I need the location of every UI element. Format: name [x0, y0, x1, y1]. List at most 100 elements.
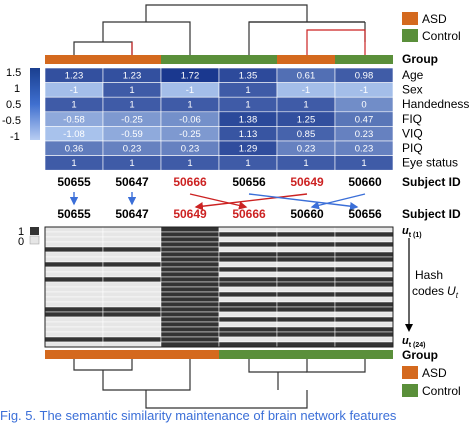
hash-bit [44, 291, 104, 298]
hash-bit [334, 331, 394, 338]
hash-bit [334, 231, 394, 238]
hash-bit [276, 291, 336, 298]
hash-bit [160, 261, 220, 268]
heatmap-value: 0.23 [181, 144, 200, 155]
hash-bit [160, 246, 220, 253]
heatmap-value: -0.25 [121, 114, 143, 125]
hash-bit [160, 236, 220, 243]
hash-bit [44, 326, 104, 333]
subject-id-label-bottom: Subject ID [402, 207, 461, 221]
hash-bit [218, 261, 278, 268]
hash-bit [276, 301, 336, 308]
bottom-legend: ASD Control [402, 366, 461, 398]
hash-bit [276, 281, 336, 288]
hash-bit [218, 326, 278, 333]
hash-bit [102, 276, 162, 283]
heatmap-value: 0.47 [355, 114, 374, 125]
hash-bit [160, 276, 220, 283]
heatmap-value: 1.35 [239, 71, 258, 82]
hash-legend: 1 0 [18, 226, 40, 248]
hash-bit [44, 276, 104, 283]
heatmap-value: 1 [71, 158, 76, 169]
heatmap-row-label: Sex [402, 83, 423, 97]
hash-bit [44, 311, 104, 318]
hash-bit [334, 256, 394, 263]
heatmap-row-label: VIQ [402, 126, 423, 140]
asd-legend-label: ASD [422, 12, 447, 26]
hash-bit [334, 226, 394, 233]
hash-bit [218, 311, 278, 318]
svg-text:ut (24): ut (24) [402, 335, 425, 349]
hash-bit [44, 251, 104, 258]
hash-bit [334, 276, 394, 283]
hash-bit [334, 261, 394, 268]
hash-bit [160, 331, 220, 338]
hash-bit [44, 306, 104, 313]
heatmap-row-label: Age [402, 68, 424, 82]
hash-bit [218, 241, 278, 248]
hash-bit [102, 266, 162, 273]
subject-id: 50655 [57, 207, 91, 221]
hash-bit [44, 281, 104, 288]
hash-bit [218, 336, 278, 343]
hash-bit [44, 241, 104, 248]
colorbar-tick: 1 [14, 83, 20, 95]
heatmap-value: 1.13 [239, 129, 258, 140]
hash-bit [218, 266, 278, 273]
hash-bit [218, 236, 278, 243]
hash-bit [334, 281, 394, 288]
hash-bit [334, 296, 394, 303]
control-legend-label: Control [422, 29, 461, 43]
hash-bit [160, 306, 220, 313]
hash-bit [160, 336, 220, 343]
hash-bit [44, 301, 104, 308]
hash-bit [276, 336, 336, 343]
hash-bit [160, 316, 220, 323]
bottom-group-bar: Group [45, 348, 438, 362]
hash-bit [102, 311, 162, 318]
hash-bit [44, 261, 104, 268]
subject-id: 50666 [173, 175, 207, 189]
hash-bit [334, 286, 394, 293]
hash-bit [218, 291, 278, 298]
hash-bit [334, 241, 394, 248]
heatmap-value: 1.25 [297, 114, 316, 125]
hash-bit [102, 246, 162, 253]
svg-text:Control: Control [422, 384, 461, 398]
hash-bit [334, 306, 394, 313]
heatmap-value: -1 [302, 85, 310, 96]
hash-bit [276, 331, 336, 338]
subject-id-label-top: Subject ID [402, 175, 461, 189]
subject-id: 50660 [348, 175, 382, 189]
heatmap-value: 1 [187, 158, 192, 169]
hash-bit [44, 231, 104, 238]
hash-bit [218, 276, 278, 283]
hash-bit [160, 326, 220, 333]
hash-bit [102, 306, 162, 313]
hash-bit [160, 226, 220, 233]
hash-bit [102, 326, 162, 333]
asd-swatch [402, 12, 418, 25]
heatmap-value: 1.23 [65, 71, 84, 82]
subject-id: 50660 [290, 207, 324, 221]
hash-bit [334, 251, 394, 258]
colorbar-tick: 0.5 [6, 99, 21, 111]
hash-bit [276, 306, 336, 313]
hash-bit [102, 261, 162, 268]
hash-axis-label: ut (1) Hash codes Ut ut (24) [402, 225, 459, 349]
hash-bit [102, 256, 162, 263]
hash-bit [102, 281, 162, 288]
heatmap-row-label: PIQ [402, 141, 423, 155]
heatmap-value: 1 [303, 100, 308, 111]
bottom-dendrogram [73, 359, 366, 409]
heatmap-value: -1 [360, 85, 368, 96]
hash-bit [276, 266, 336, 273]
subject-id: 50656 [232, 175, 266, 189]
hash-bit [276, 256, 336, 263]
hash-bit [102, 251, 162, 258]
heatmap-value: -1 [186, 85, 194, 96]
hash-bit [334, 336, 394, 343]
hash-bit [334, 266, 394, 273]
